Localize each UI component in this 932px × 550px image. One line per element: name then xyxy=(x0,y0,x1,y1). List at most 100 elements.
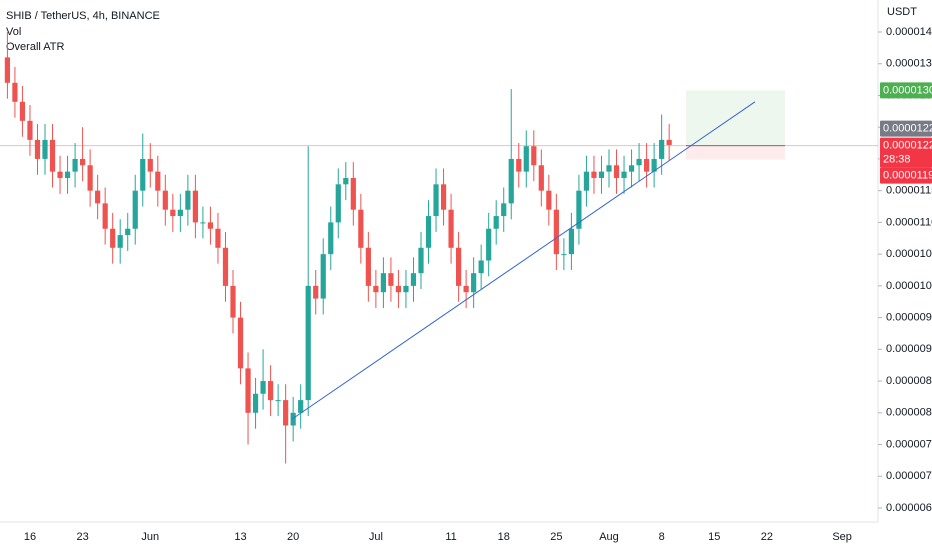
candle-body xyxy=(260,381,266,394)
candle-body xyxy=(583,171,590,191)
candle-body xyxy=(659,139,665,159)
candle-body xyxy=(87,165,93,191)
x-tick-label: 16 xyxy=(24,531,36,543)
candle-body xyxy=(621,171,627,178)
candle-body xyxy=(222,247,229,286)
x-tick-label: Jul xyxy=(369,531,383,543)
candle-body xyxy=(245,368,251,413)
candle-body xyxy=(433,184,439,217)
candle-body xyxy=(403,285,409,293)
candle-body xyxy=(162,190,168,210)
candle-body xyxy=(365,247,371,286)
candle-body xyxy=(4,57,10,83)
candle-body xyxy=(418,247,424,274)
x-tick-label: 13 xyxy=(234,531,246,543)
candle-body xyxy=(440,184,447,210)
y-tick-label: 0.00000750 xyxy=(886,438,932,450)
candle-body xyxy=(410,273,417,286)
candle-body xyxy=(313,285,319,299)
x-tick-label: Sep xyxy=(832,531,852,543)
candle-body xyxy=(456,247,462,286)
candle-body xyxy=(290,412,296,426)
candle-body xyxy=(125,228,131,236)
candle-body xyxy=(553,209,559,255)
candle-body xyxy=(591,171,597,178)
candle-body xyxy=(606,165,612,172)
candle-body xyxy=(516,158,522,172)
candle-body xyxy=(268,381,274,401)
candle-body xyxy=(57,171,63,178)
price-label: 0.00001308 xyxy=(883,84,932,96)
x-tick-label: 22 xyxy=(761,531,773,543)
candle-body xyxy=(598,171,605,178)
candle-body xyxy=(508,158,514,204)
candle-body xyxy=(335,184,341,223)
y-tick-label: 0.00001350 xyxy=(886,58,932,70)
y-tick-label: 0.00001400 xyxy=(886,26,932,38)
candle-body xyxy=(42,139,48,159)
x-tick-label: 20 xyxy=(287,531,299,543)
candle-body xyxy=(666,139,672,145)
candle-body xyxy=(471,273,477,293)
x-tick-label: Aug xyxy=(599,531,619,543)
candle-body xyxy=(463,285,469,293)
candle-body xyxy=(207,222,214,229)
candle-body xyxy=(117,235,123,248)
candle-body xyxy=(155,171,161,191)
y-tick-label: 0.00000700 xyxy=(886,470,932,482)
candle-body xyxy=(651,158,657,172)
candle-body xyxy=(478,260,484,274)
candle-body xyxy=(350,177,356,210)
candle-body xyxy=(343,177,349,185)
candle-body xyxy=(523,146,529,172)
x-tick-label: 8 xyxy=(659,531,665,543)
candle-body xyxy=(275,400,281,402)
candle-body xyxy=(230,285,236,318)
x-tick-label: 23 xyxy=(76,531,88,543)
candle-body xyxy=(448,209,454,248)
y-tick-label: 0.00000950 xyxy=(886,312,932,324)
y-tick-label: 0.00000900 xyxy=(886,343,932,355)
candle-body xyxy=(644,158,650,172)
candle-body xyxy=(388,273,394,286)
candle-body xyxy=(200,222,206,224)
y-tick-label: 0.00001150 xyxy=(886,185,932,197)
price-label-box xyxy=(880,167,932,184)
candle-body xyxy=(170,209,176,217)
candle-body xyxy=(305,285,311,401)
candle-body xyxy=(531,146,537,166)
y-axis-label: USDT xyxy=(887,6,917,18)
candle-body xyxy=(546,190,552,210)
price-label-box xyxy=(880,82,932,99)
candle-body xyxy=(395,285,402,293)
candle-body xyxy=(561,254,567,256)
candle-body xyxy=(192,190,198,223)
indicator: Vol xyxy=(6,26,21,38)
price-label: 0.00001221 xyxy=(883,140,932,152)
x-tick-label: 25 xyxy=(550,531,562,543)
trend-line xyxy=(291,101,756,420)
price-label: 0.00001199 xyxy=(883,170,932,182)
candle-body xyxy=(613,165,620,178)
target-zone xyxy=(686,90,785,146)
candle-body xyxy=(110,228,116,248)
candle-body xyxy=(493,216,499,229)
price-label-box xyxy=(880,120,932,137)
candle-body xyxy=(576,190,582,229)
y-tick-label: 0.00001000 xyxy=(886,280,932,292)
stop-zone xyxy=(686,145,785,160)
candle-body xyxy=(283,400,289,426)
candle-body xyxy=(19,101,26,121)
y-tick-label: 0.00001050 xyxy=(886,248,932,260)
candle-body xyxy=(320,254,326,299)
candle-body xyxy=(501,203,507,217)
candle-body xyxy=(237,317,244,369)
y-tick-label: 0.00000850 xyxy=(886,375,932,387)
candle-body xyxy=(380,273,386,293)
indicator: Overall ATR xyxy=(6,41,65,53)
y-tick-label: 0.00000800 xyxy=(886,407,932,419)
candle-body xyxy=(27,120,33,140)
x-tick-label: Jun xyxy=(141,531,159,543)
candle-body xyxy=(140,158,146,191)
